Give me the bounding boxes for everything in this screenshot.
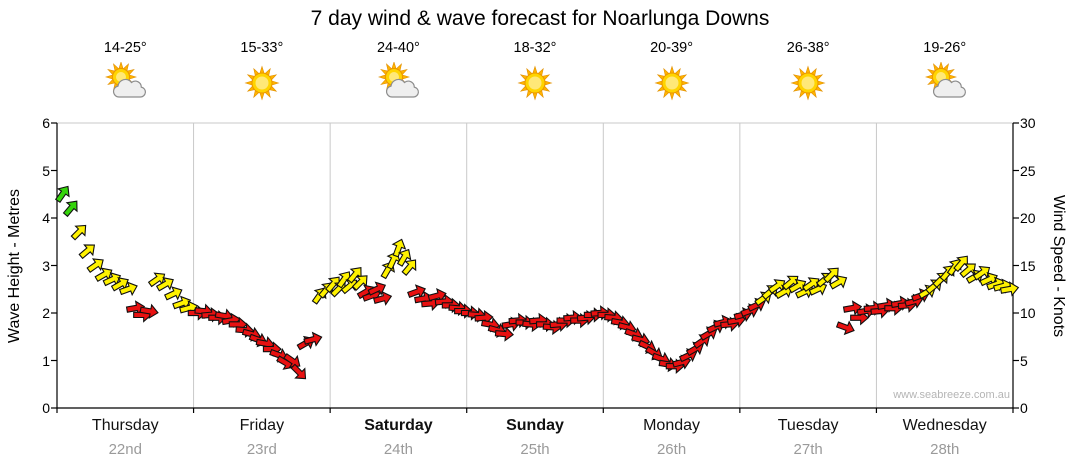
x-axis-day-date: 23rd [246,441,277,458]
left-axis-title: Wave Height - Metres [6,188,23,344]
sun-icon [785,62,831,104]
wind-arrow [372,290,393,306]
wind-arrow [474,309,494,326]
sun-icon [649,62,695,104]
sun-cloud-icon [102,60,148,104]
day-temp-range: 24-40° [376,40,420,56]
right-tick-label: 0 [1020,400,1028,416]
left-tick-label: 5 [42,162,50,179]
wind-arrow [147,272,166,288]
day-temp-range: 15-33° [240,40,284,56]
wind-arrow [427,287,447,304]
wind-arrow [290,363,307,380]
axis-frame [56,123,1014,409]
wind-arrow [407,284,426,299]
chart-title: 7 day wind & wave forecast for Noarlunga… [310,7,770,30]
wind-arrow [78,244,96,260]
wind-arrow [953,255,969,273]
wind-arrow [829,275,848,290]
wind-arrow [86,258,104,273]
wind-arrow [494,326,514,342]
left-tick-label: 1 [42,352,50,369]
sun-icon [512,62,558,104]
wind-arrow [959,263,976,279]
wind-arrow [155,277,174,292]
x-axis-day-name: Thursday [91,417,159,434]
wind-arrow [164,286,183,301]
wind-arrow [401,259,417,276]
right-tick-label: 30 [1020,115,1036,131]
wind-arrow [972,265,991,281]
right-axis-title: Wind Speed - Knots [1050,194,1067,338]
left-tick-label: 6 [42,115,50,131]
x-axis-day-name: Friday [239,417,285,434]
left-tick-label: 4 [42,210,50,226]
left-tick-label: 0 [42,400,50,416]
wind-arrow [351,275,368,291]
wind-arrow [139,303,159,320]
x-axis-day-date: 27th [793,441,823,458]
left-tick-label: 2 [42,305,50,321]
right-tick-label: 25 [1020,162,1036,179]
wind-arrow [391,238,407,258]
right-tick-label: 10 [1020,305,1036,321]
day-temp-range: 20-39° [650,40,694,56]
wind-arrow [94,267,113,283]
day-temp-range: 18-32° [513,40,557,56]
x-axis-day-name: Tuesday [777,417,839,434]
x-axis-day-name: Sunday [506,417,564,434]
sun-cloud-icon [375,60,421,104]
sun-cloud-icon [922,60,968,104]
x-axis-day-date: 22nd [108,441,142,458]
right-tick-label: 5 [1020,352,1028,369]
left-tick-label: 3 [42,257,50,274]
sun-icon [239,62,285,104]
x-axis-day-date: 24th [383,441,414,458]
wind-arrow [62,200,78,218]
wind-arrow [999,281,1020,297]
x-axis-day-name: Monday [643,417,701,434]
x-axis-day-date: 25th [520,441,550,458]
day-temp-range: 14-25° [103,40,147,56]
day-temp-range: 19-26° [923,40,967,56]
right-tick-label: 15 [1020,257,1036,274]
day-temp-range: 26-38° [786,40,830,56]
x-axis-day-date: 28th [930,441,960,458]
wind-arrow [823,267,839,284]
wind-arrow [102,272,122,287]
wind-arrow [54,185,70,204]
wind-arrow [346,267,362,284]
x-axis-day-date: 26th [656,441,687,458]
wind-arrow [835,320,855,336]
wind-arrow [70,224,87,241]
wind-arrow [367,281,387,296]
x-axis-day-name: Saturday [364,417,433,434]
wind-arrow [118,281,138,297]
wind-arrow [303,331,323,347]
x-axis-day-name: Wednesday [902,417,987,434]
watermark-text: www.seabreeze.com.au [893,389,1010,401]
wind-arrow [396,248,412,267]
right-tick-label: 20 [1020,210,1036,226]
